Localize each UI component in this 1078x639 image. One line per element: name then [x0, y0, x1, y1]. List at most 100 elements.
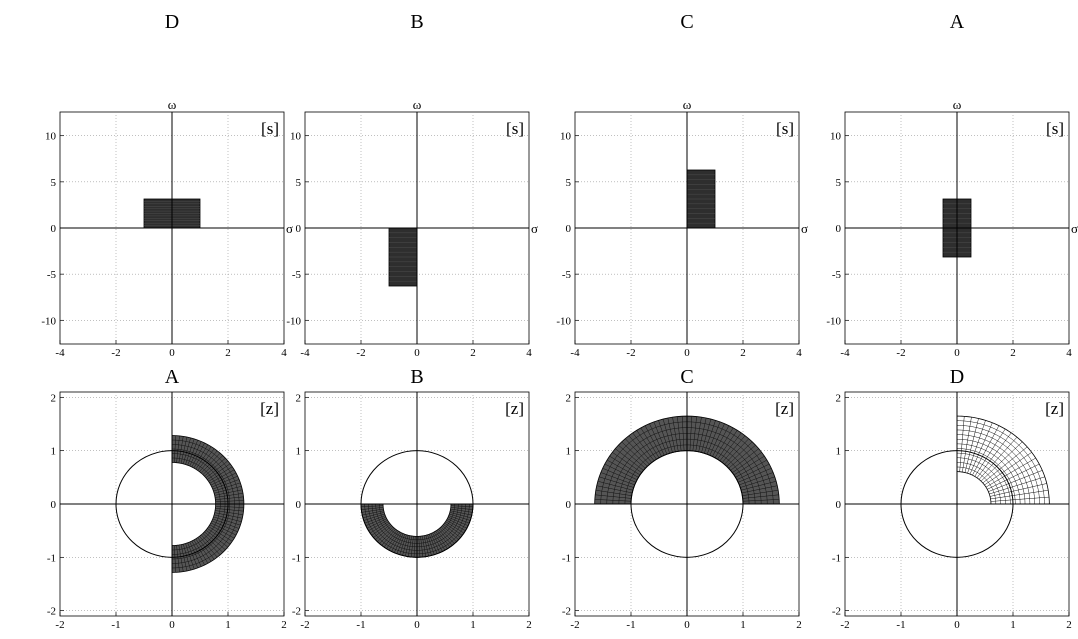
panel-title: A [950, 11, 965, 33]
y-tick-label: 2 [296, 392, 302, 404]
domain-label: [s] [776, 119, 794, 138]
sigma-axis-label: σ [531, 221, 538, 236]
panel-s-b: B -4 -2 0 2 4 -10 -5 0 5 10 σ ω [s] [286, 11, 538, 359]
panel-z-b: B -2 -1 0 1 2 -2 -1 0 1 2 [z] [292, 366, 532, 631]
y-tick-label: -10 [286, 315, 301, 327]
x-tick-label: 4 [1066, 347, 1072, 359]
panel-s-a: A -4 -2 0 2 4 -10 -5 0 5 10 σ ω [s] [826, 11, 1078, 359]
x-tick-label: 2 [1010, 347, 1016, 359]
y-tick-label: 5 [836, 177, 842, 189]
y-tick-label: 10 [45, 131, 57, 143]
omega-axis-label: ω [683, 97, 692, 112]
y-tick-label: -2 [292, 606, 301, 618]
y-tick-label: 0 [836, 499, 842, 511]
y-tick-label: 0 [566, 223, 572, 235]
region-arc-line [956, 443, 1021, 505]
y-tick-label: 5 [296, 177, 302, 189]
panel-s-c: C -4 -2 0 2 4 -10 -5 0 5 10 σ ω [s] [556, 11, 808, 359]
panel-title: D [165, 11, 179, 33]
y-tick-label: -5 [47, 269, 57, 281]
x-tick-label: 4 [796, 347, 802, 359]
region-arc-line [956, 438, 1026, 505]
x-tick-label: 4 [526, 347, 532, 359]
y-tick-label: -10 [41, 315, 56, 327]
x-tick-label: -4 [300, 347, 310, 359]
y-tick-label: 0 [836, 223, 842, 235]
x-tick-label: 0 [954, 347, 960, 359]
region-arc-line [956, 434, 1031, 505]
y-tick-label: 0 [51, 223, 57, 235]
omega-axis-label: ω [413, 97, 422, 112]
region-arc-line [956, 448, 1016, 505]
y-tick-label: 10 [560, 131, 572, 143]
domain-label: [s] [261, 119, 279, 138]
panel-title: B [410, 11, 423, 33]
y-tick-label: 0 [566, 499, 572, 511]
y-tick-label: 1 [51, 446, 57, 458]
region-arc-line [956, 452, 1011, 505]
panel-z-d: D -2 -1 0 1 2 -2 -1 0 1 2 [z] [832, 366, 1072, 631]
panel-title: D [950, 366, 964, 388]
domain-label: [z] [505, 399, 524, 418]
x-tick-label: 0 [169, 347, 175, 359]
y-tick-label: 0 [296, 223, 302, 235]
x-tick-label: 2 [740, 347, 746, 359]
y-tick-label: 1 [296, 446, 302, 458]
x-tick-label: 0 [684, 347, 690, 359]
y-tick-label: 5 [566, 177, 572, 189]
y-tick-label: -1 [562, 552, 571, 564]
x-tick-label: -2 [896, 347, 905, 359]
x-tick-label: 2 [470, 347, 476, 359]
sigma-axis-label: σ [801, 221, 808, 236]
x-tick-label: 2 [796, 619, 802, 631]
x-tick-label: 2 [526, 619, 532, 631]
region-arc-line [956, 466, 997, 505]
x-tick-label: 0 [954, 619, 960, 631]
panel-s-d: D -4 -2 0 2 4 -10 -5 0 5 10 σ ω [s] [41, 11, 293, 359]
y-tick-label: 10 [290, 131, 302, 143]
y-tick-label: -2 [832, 606, 841, 618]
region-arc-line [956, 462, 1001, 505]
panel-z-a: A -2 -1 0 1 2 -2 -1 0 1 2 [z] [47, 366, 287, 631]
x-tick-label: -4 [840, 347, 850, 359]
x-tick-label: 2 [281, 619, 287, 631]
y-tick-label: 2 [51, 392, 57, 404]
y-tick-label: -2 [47, 606, 56, 618]
x-tick-label: -1 [626, 619, 635, 631]
x-tick-label: -1 [896, 619, 905, 631]
sigma-axis-label: σ [1071, 221, 1078, 236]
x-tick-label: 1 [1010, 619, 1016, 631]
panel-title: C [680, 11, 693, 33]
y-tick-label: -1 [47, 552, 56, 564]
omega-axis-label: ω [953, 97, 962, 112]
x-tick-label: 0 [414, 619, 420, 631]
y-tick-label: -5 [562, 269, 572, 281]
x-tick-label: -2 [55, 619, 64, 631]
sigma-axis-label: σ [286, 221, 293, 236]
x-tick-label: 0 [169, 619, 175, 631]
y-tick-label: 5 [51, 177, 57, 189]
x-tick-label: 1 [740, 619, 746, 631]
x-tick-label: -1 [111, 619, 120, 631]
x-tick-label: 1 [225, 619, 231, 631]
region-arc-line [956, 429, 1035, 505]
domain-label: [z] [260, 399, 279, 418]
domain-label: [z] [1045, 399, 1064, 418]
panel-title: A [165, 366, 180, 388]
domain-label: [s] [1046, 119, 1064, 138]
x-tick-label: -4 [570, 347, 580, 359]
y-tick-label: -1 [292, 552, 301, 564]
y-tick-label: -5 [292, 269, 302, 281]
region-arc-line [956, 425, 1040, 505]
x-tick-label: 2 [225, 347, 231, 359]
x-tick-label: 2 [1066, 619, 1072, 631]
x-tick-label: -2 [840, 619, 849, 631]
x-tick-label: -4 [55, 347, 65, 359]
y-tick-label: -2 [562, 606, 571, 618]
y-tick-label: 0 [51, 499, 57, 511]
x-tick-label: -2 [111, 347, 120, 359]
y-tick-label: 1 [566, 446, 572, 458]
x-tick-label: 1 [470, 619, 476, 631]
x-tick-label: -2 [626, 347, 635, 359]
